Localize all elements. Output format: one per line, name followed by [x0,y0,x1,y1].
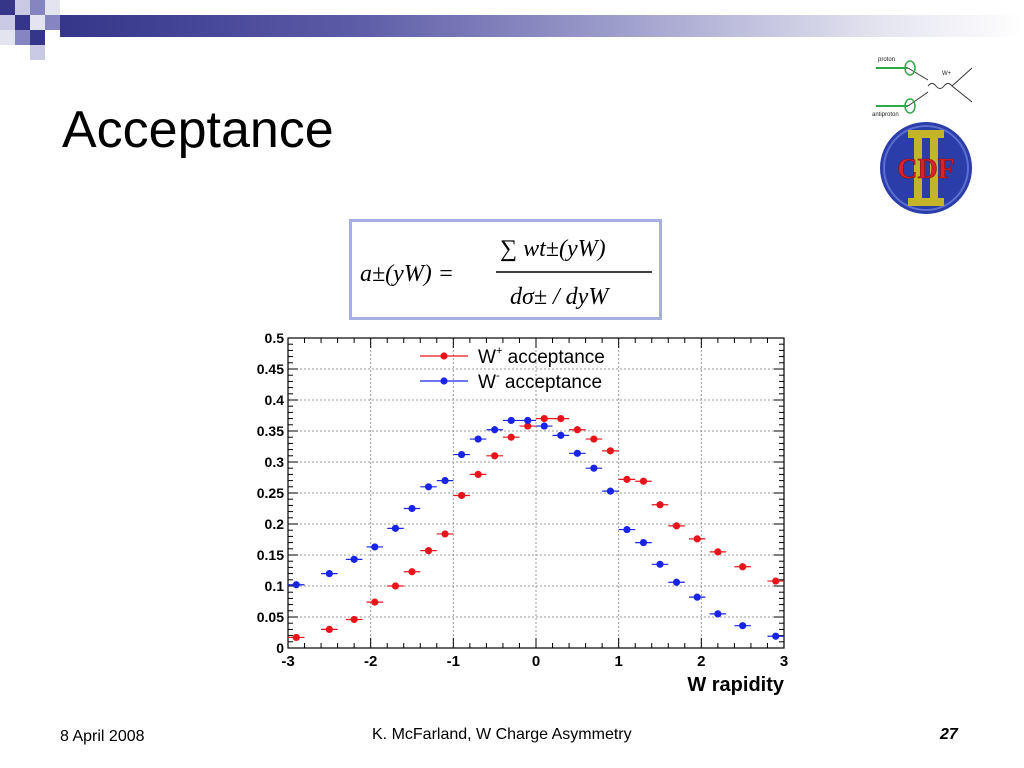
series-0-point-9 [474,470,482,478]
logo-cdf-text: CDF [897,154,955,185]
series-1-point-4 [391,524,400,532]
series-0-point-8 [458,491,466,500]
logo-proton-label: proton [878,57,895,63]
logo-w-label: W+ [942,71,952,77]
series-0-point-13 [540,415,548,423]
logo-antiproton-label: antiproton [872,112,899,118]
series-1-point-21 [672,578,681,586]
legend-label-1: W- acceptance [478,370,602,393]
series-0-point-10 [491,452,499,460]
formula-numerator: ∑ wt±(yW) [500,236,606,262]
legend-marker-1 [440,377,448,385]
series-0-point-11 [507,433,515,441]
y-tick-label-8: 0.4 [265,392,285,408]
acceptance-chart: 0 0.05 0.1 0.15 0.2 0.25 0.3 0.35 0.4 0.45 0.5 -3 -2… [238,324,798,700]
series-1-point-2 [350,555,358,563]
series-1-point-23 [714,610,722,618]
legend-label-0: W+ acceptance [478,345,605,368]
series-1-point-0 [292,581,300,589]
plot-frame [287,337,785,649]
y-tick-label-1: 0.05 [257,609,284,625]
series-0-point-23 [714,548,722,556]
series-1-point-22 [693,593,701,601]
series-0-point-16 [590,435,598,443]
series-0-point-5 [408,568,416,576]
series-0-point-6 [424,547,433,555]
y-tick-label-5: 0.25 [257,485,284,501]
slide-title: Acceptance [62,101,334,159]
series-1-point-6 [424,483,433,491]
acceptance-chart-svg: 0 0.05 0.1 0.15 0.2 0.25 0.3 0.35 0.4 0.45 0.5 -3 -2… [257,330,788,696]
series-0-point-1 [325,625,333,633]
y-tick-label-9: 0.45 [257,361,284,377]
y-tick-label-6: 0.3 [265,454,285,470]
series-0-point-14 [557,415,565,423]
legend-marker-0 [440,352,448,360]
series-1-point-15 [573,449,581,457]
footer-author-title: K. McFarland, W Charge Asymmetry [372,726,632,743]
x-tick-label-1: -2 [364,653,377,670]
y-tick-label-0: 0 [276,640,284,656]
formula-box: a±(yW) = ∑ wt±(yW) dσ± / dyW [349,219,662,320]
series-1-point-8 [458,450,466,459]
series-1-point-3 [371,543,379,551]
y-tick-label-4: 0.2 [265,516,285,532]
x-tick-label-6: 3 [780,653,788,670]
series-1-point-11 [507,416,515,425]
corner-squares-decoration [0,0,60,60]
series-0-point-19 [639,477,648,485]
x-tick-label-0: -3 [281,653,294,670]
series-1-point-5 [408,504,416,513]
page-number: 27 [940,726,958,743]
series-1-point-24 [739,622,747,630]
series-1-point-19 [639,539,648,547]
series-1-point-12 [524,416,532,425]
series-1-point-9 [474,435,482,443]
footer-date: 8 April 2008 [60,728,145,745]
x-tick-label-2: -1 [447,653,460,670]
series-1-point-1 [325,570,333,578]
formula-lhs: a±(yW) = [360,261,454,287]
series-1-point-7 [441,477,449,485]
series-0-point-20 [656,501,664,509]
cdf-logo: proton antiproton W+ CDF [870,52,984,214]
series-0-point-18 [623,475,631,483]
series-0-point-3 [371,598,379,606]
series-0-point-2 [350,615,358,624]
formula-denominator: dσ± / dyW [510,284,610,310]
series-0-point-17 [606,447,614,455]
y-tick-label-2: 0.1 [265,578,285,594]
series-0-point-24 [739,563,747,571]
series-0-point-0 [292,633,300,642]
x-axis-label: W rapidity [687,674,785,696]
series-1-point-16 [590,464,598,472]
series-1-point-10 [491,426,499,434]
series-1-point-25 [772,632,780,640]
top-gradient-bar [60,15,1024,37]
series-1-point-18 [623,525,631,534]
x-tick-label-5: 2 [697,653,705,670]
x-tick-label-3: 0 [532,653,540,670]
y-tick-label-7: 0.35 [257,423,284,439]
series-0-point-15 [573,426,581,434]
series-1-point-14 [557,431,565,439]
series-1-point-13 [540,422,548,430]
series-1-point-20 [656,560,664,568]
series-0-point-22 [693,535,701,543]
x-tick-label-4: 1 [614,653,622,670]
series-0-point-4 [391,582,400,590]
series-0-point-25 [772,577,780,585]
series-0-point-21 [672,522,681,530]
series-0-point-12 [524,422,532,430]
series-0-point-7 [441,530,449,538]
y-tick-label-10: 0.5 [265,330,285,346]
series-1-point-17 [606,487,614,495]
y-tick-label-3: 0.15 [257,547,284,563]
